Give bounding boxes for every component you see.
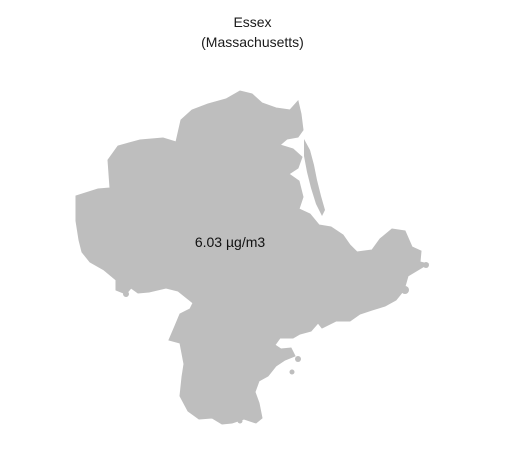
coastal-island	[289, 369, 295, 375]
coastal-island	[295, 356, 301, 362]
map-title-block: Essex (Massachusetts)	[0, 12, 505, 52]
map-subtitle: (Massachusetts)	[201, 34, 304, 50]
barrier-island	[304, 139, 325, 216]
coastal-island	[423, 262, 429, 268]
coastal-island	[401, 286, 409, 294]
map-title: Essex	[233, 14, 272, 30]
coastal-island	[123, 291, 129, 297]
county-region	[75, 90, 430, 425]
coastal-island	[237, 418, 243, 424]
value-label: 6.03 µg/m3	[195, 234, 266, 250]
